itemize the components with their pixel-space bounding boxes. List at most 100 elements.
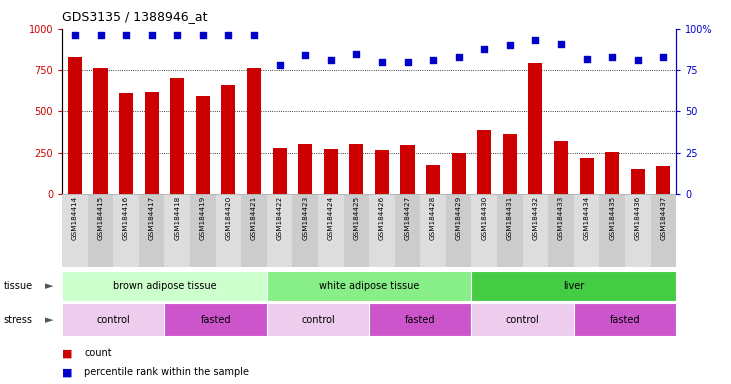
Text: GSM184427: GSM184427 bbox=[404, 196, 411, 240]
Point bbox=[222, 32, 234, 38]
Bar bbox=[452, 154, 466, 194]
Text: brown adipose tissue: brown adipose tissue bbox=[113, 281, 216, 291]
Bar bbox=[574, 194, 599, 267]
Text: ■: ■ bbox=[62, 367, 72, 377]
Point bbox=[478, 46, 490, 52]
Text: GSM184424: GSM184424 bbox=[327, 196, 334, 240]
Bar bbox=[574, 303, 676, 336]
Text: stress: stress bbox=[4, 314, 33, 325]
Text: GDS3135 / 1388946_at: GDS3135 / 1388946_at bbox=[62, 10, 208, 23]
Bar bbox=[94, 68, 107, 194]
Text: control: control bbox=[96, 314, 130, 325]
Bar bbox=[164, 303, 267, 336]
Point bbox=[145, 32, 158, 38]
Point bbox=[632, 57, 644, 63]
Text: GSM184434: GSM184434 bbox=[583, 196, 590, 240]
Bar bbox=[62, 271, 267, 301]
Point bbox=[351, 50, 363, 56]
Bar bbox=[324, 149, 338, 194]
Bar bbox=[529, 63, 542, 194]
Point bbox=[197, 32, 209, 38]
Text: GSM184420: GSM184420 bbox=[225, 196, 232, 240]
Bar bbox=[554, 141, 568, 194]
Text: GSM184414: GSM184414 bbox=[72, 196, 78, 240]
Point bbox=[171, 32, 183, 38]
Bar bbox=[267, 303, 369, 336]
Point bbox=[529, 37, 541, 43]
Text: GSM184426: GSM184426 bbox=[379, 196, 385, 240]
Point bbox=[120, 32, 132, 38]
Text: ►: ► bbox=[45, 281, 53, 291]
Bar bbox=[344, 194, 369, 267]
Text: fasted: fasted bbox=[200, 314, 231, 325]
Bar bbox=[548, 194, 574, 267]
Bar bbox=[241, 194, 267, 267]
Text: GSM184416: GSM184416 bbox=[123, 196, 129, 240]
Bar bbox=[401, 145, 414, 194]
Text: GSM184432: GSM184432 bbox=[532, 196, 539, 240]
Point bbox=[581, 55, 593, 61]
Point bbox=[504, 42, 516, 48]
Bar bbox=[349, 144, 363, 194]
Text: GSM184425: GSM184425 bbox=[353, 196, 360, 240]
Text: GSM184430: GSM184430 bbox=[481, 196, 488, 240]
Point bbox=[325, 57, 336, 63]
Text: GSM184433: GSM184433 bbox=[558, 196, 564, 240]
Bar bbox=[119, 93, 133, 194]
Bar bbox=[267, 271, 471, 301]
Bar bbox=[113, 194, 139, 267]
Bar bbox=[68, 57, 82, 194]
Text: GSM184431: GSM184431 bbox=[507, 196, 513, 240]
Text: GSM184418: GSM184418 bbox=[174, 196, 181, 240]
Bar bbox=[605, 152, 619, 194]
Bar bbox=[599, 194, 625, 267]
Bar bbox=[631, 169, 645, 194]
Text: GSM184429: GSM184429 bbox=[455, 196, 462, 240]
Bar bbox=[369, 303, 471, 336]
Text: percentile rank within the sample: percentile rank within the sample bbox=[84, 367, 249, 377]
Point bbox=[249, 32, 260, 38]
Point bbox=[556, 41, 567, 47]
Text: GSM184436: GSM184436 bbox=[635, 196, 641, 240]
Text: liver: liver bbox=[563, 281, 585, 291]
Text: GSM184421: GSM184421 bbox=[251, 196, 257, 240]
Text: GSM184422: GSM184422 bbox=[276, 196, 283, 240]
Text: GSM184415: GSM184415 bbox=[97, 196, 104, 240]
Text: GSM184419: GSM184419 bbox=[200, 196, 206, 240]
Bar bbox=[625, 194, 651, 267]
Point bbox=[376, 59, 387, 65]
Bar bbox=[216, 194, 241, 267]
Point bbox=[69, 32, 81, 38]
Bar bbox=[292, 194, 318, 267]
Text: white adipose tissue: white adipose tissue bbox=[319, 281, 420, 291]
Bar bbox=[88, 194, 113, 267]
Text: GSM184423: GSM184423 bbox=[302, 196, 308, 240]
Bar bbox=[62, 303, 164, 336]
Bar bbox=[471, 271, 676, 301]
Bar bbox=[446, 194, 471, 267]
Point bbox=[300, 52, 311, 58]
Bar bbox=[318, 194, 344, 267]
Text: GSM184428: GSM184428 bbox=[430, 196, 436, 240]
Bar bbox=[523, 194, 548, 267]
Bar bbox=[369, 194, 395, 267]
Point bbox=[273, 62, 285, 68]
Bar bbox=[273, 148, 287, 194]
Text: ■: ■ bbox=[62, 348, 72, 358]
Bar bbox=[497, 194, 523, 267]
Point bbox=[402, 59, 414, 65]
Point bbox=[453, 54, 465, 60]
Point bbox=[606, 54, 618, 60]
Bar bbox=[651, 194, 676, 267]
Bar bbox=[420, 194, 446, 267]
Text: control: control bbox=[506, 314, 539, 325]
Bar bbox=[471, 194, 497, 267]
Bar bbox=[298, 144, 312, 194]
Bar bbox=[170, 78, 184, 194]
Text: count: count bbox=[84, 348, 112, 358]
Bar bbox=[62, 194, 88, 267]
Text: GSM184437: GSM184437 bbox=[660, 196, 667, 240]
Bar bbox=[221, 85, 235, 194]
Bar bbox=[247, 68, 261, 194]
Point bbox=[427, 57, 439, 63]
